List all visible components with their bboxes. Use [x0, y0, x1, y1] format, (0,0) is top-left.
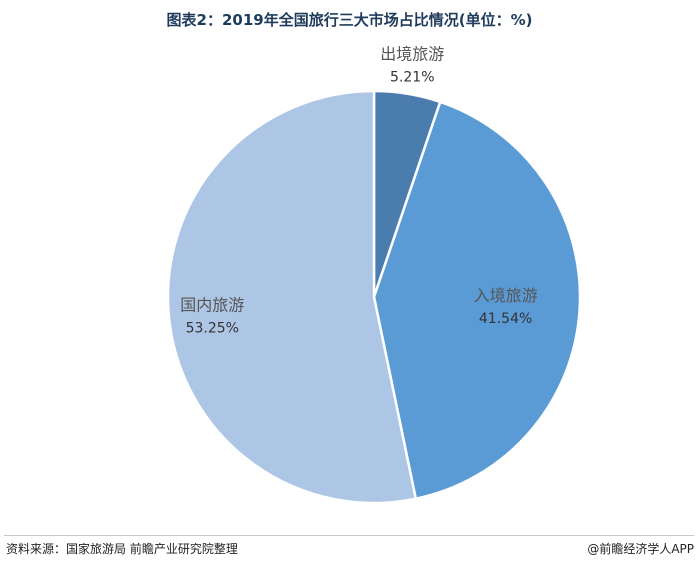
- source-note: 资料来源：国家旅游局 前瞻产业研究院整理: [6, 542, 238, 556]
- pie-slices: [166, 89, 582, 505]
- chart-title: 图表2：2019年全国旅行三大市场占比情况(单位：%): [166, 11, 533, 29]
- slice-label-1: 出境旅游: [380, 44, 444, 63]
- slice-label-3: 国内旅游: [180, 296, 244, 315]
- credit-note: @前瞻经济学人APP: [587, 542, 694, 556]
- pie-slice-2: [372, 100, 582, 500]
- slice-value-3: 53.25%: [186, 321, 239, 337]
- slice-value-1: 5.21%: [390, 69, 434, 85]
- footer-divider: [4, 535, 694, 536]
- pie-labels: 出境旅游 5.21% 入境旅游 41.54% 国内旅游 53.25%: [180, 44, 537, 336]
- slice-value-2: 41.54%: [479, 311, 532, 327]
- slice-label-2: 入境旅游: [474, 286, 538, 305]
- pie-slice-3: [166, 89, 418, 505]
